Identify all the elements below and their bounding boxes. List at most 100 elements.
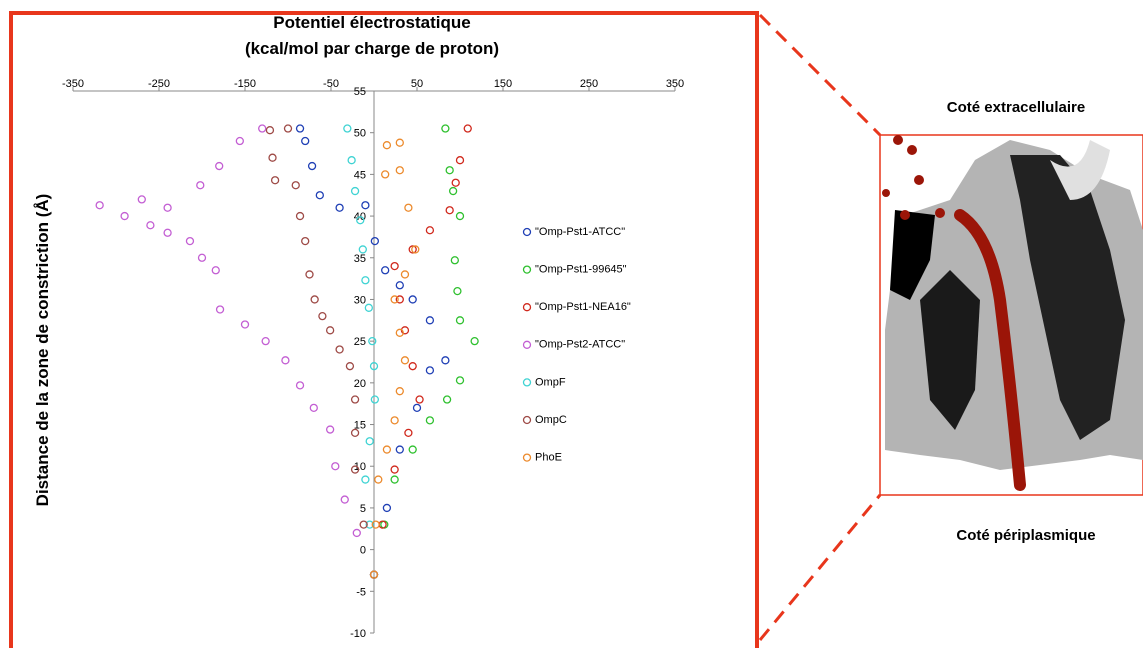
y-tick-label: 20	[354, 378, 366, 390]
legend-marker	[522, 303, 532, 312]
y-tick-label: 30	[354, 294, 366, 306]
x-tick-label: -250	[148, 78, 170, 90]
y-tick-label: -10	[350, 628, 366, 640]
data-point	[95, 201, 104, 210]
chart-title: (kcal/mol par charge de proton)	[245, 39, 499, 58]
data-point	[258, 124, 267, 133]
data-point	[301, 136, 310, 146]
data-point	[364, 303, 373, 312]
data-point	[395, 328, 404, 337]
data-point	[381, 170, 390, 179]
data-point	[463, 124, 472, 133]
data-point	[281, 356, 290, 365]
y-tick-label: 0	[360, 545, 366, 557]
data-point	[390, 295, 399, 304]
y-axis-label: Distance de la zone de constriction (Å)	[33, 194, 52, 507]
data-point	[361, 475, 370, 484]
data-point	[455, 316, 465, 325]
data-point	[408, 362, 417, 371]
data-point	[441, 124, 450, 133]
data-point	[395, 295, 404, 304]
data-point	[408, 445, 417, 454]
data-point	[412, 403, 422, 413]
data-point	[350, 186, 360, 196]
data-point	[343, 124, 352, 133]
legend-marker	[522, 415, 532, 425]
x-tick-label: -350	[62, 78, 84, 90]
x-tick-label: -150	[234, 78, 256, 90]
data-point	[369, 362, 379, 371]
data-point	[382, 141, 392, 150]
data-point	[395, 387, 404, 396]
data-point	[295, 381, 305, 390]
data-point	[395, 445, 404, 454]
zoom-line	[758, 494, 882, 641]
data-point	[265, 126, 275, 135]
data-point	[295, 211, 305, 221]
data-point	[368, 337, 377, 346]
data-point	[400, 356, 410, 365]
data-point	[448, 186, 458, 196]
data-point	[310, 295, 319, 304]
data-point	[404, 428, 413, 438]
x-tick-label: 150	[494, 78, 512, 90]
data-point	[356, 216, 365, 225]
data-point	[211, 266, 220, 275]
y-tick-label: 25	[354, 336, 366, 348]
data-point	[450, 256, 459, 265]
data-point	[370, 236, 380, 246]
data-point	[425, 226, 435, 235]
data-point	[442, 395, 452, 404]
data-point	[163, 228, 172, 237]
data-point	[137, 195, 146, 204]
y-tick-label: 5	[360, 503, 366, 515]
y-tick-label: -5	[356, 586, 366, 598]
legend-label: OmpC	[535, 414, 567, 426]
data-point	[390, 416, 399, 425]
panel-label: Coté périplasmique	[956, 527, 1095, 544]
data-point	[370, 395, 380, 404]
data-point	[358, 245, 367, 254]
data-point	[365, 520, 374, 529]
data-point	[395, 166, 404, 175]
data-point	[268, 153, 277, 162]
data-point	[350, 428, 360, 438]
legend-marker	[522, 265, 532, 274]
data-point	[350, 395, 360, 404]
data-point	[270, 176, 280, 185]
data-point	[301, 236, 310, 246]
legend-label: "Omp-Pst1-ATCC"	[535, 226, 625, 238]
data-point	[318, 311, 327, 321]
data-point	[325, 326, 335, 335]
data-point	[163, 203, 172, 212]
legend-marker	[522, 340, 532, 349]
data-point	[382, 503, 392, 513]
data-point	[340, 495, 349, 504]
data-point	[309, 403, 318, 413]
legend-marker	[522, 227, 532, 237]
data-point	[425, 416, 435, 425]
data-point	[196, 181, 205, 190]
data-point	[374, 475, 383, 484]
y-tick-label: 35	[354, 253, 366, 265]
data-point	[283, 124, 293, 133]
data-point	[415, 395, 424, 404]
data-point	[146, 221, 155, 230]
data-point	[315, 191, 324, 200]
data-point	[382, 445, 392, 454]
data-point	[453, 286, 462, 296]
data-point	[361, 276, 370, 285]
data-point	[365, 437, 374, 446]
data-point	[371, 520, 380, 529]
data-point	[185, 236, 195, 246]
data-point	[381, 266, 390, 275]
data-point	[325, 425, 335, 434]
legend-marker	[522, 378, 532, 387]
data-point	[291, 181, 300, 190]
zoom-line	[758, 13, 882, 137]
data-point	[347, 156, 356, 165]
data-point	[369, 570, 379, 579]
data-point	[235, 136, 244, 146]
legend-label: "Omp-Pst1-NEA16"	[535, 301, 631, 313]
protein-image	[879, 134, 1143, 496]
